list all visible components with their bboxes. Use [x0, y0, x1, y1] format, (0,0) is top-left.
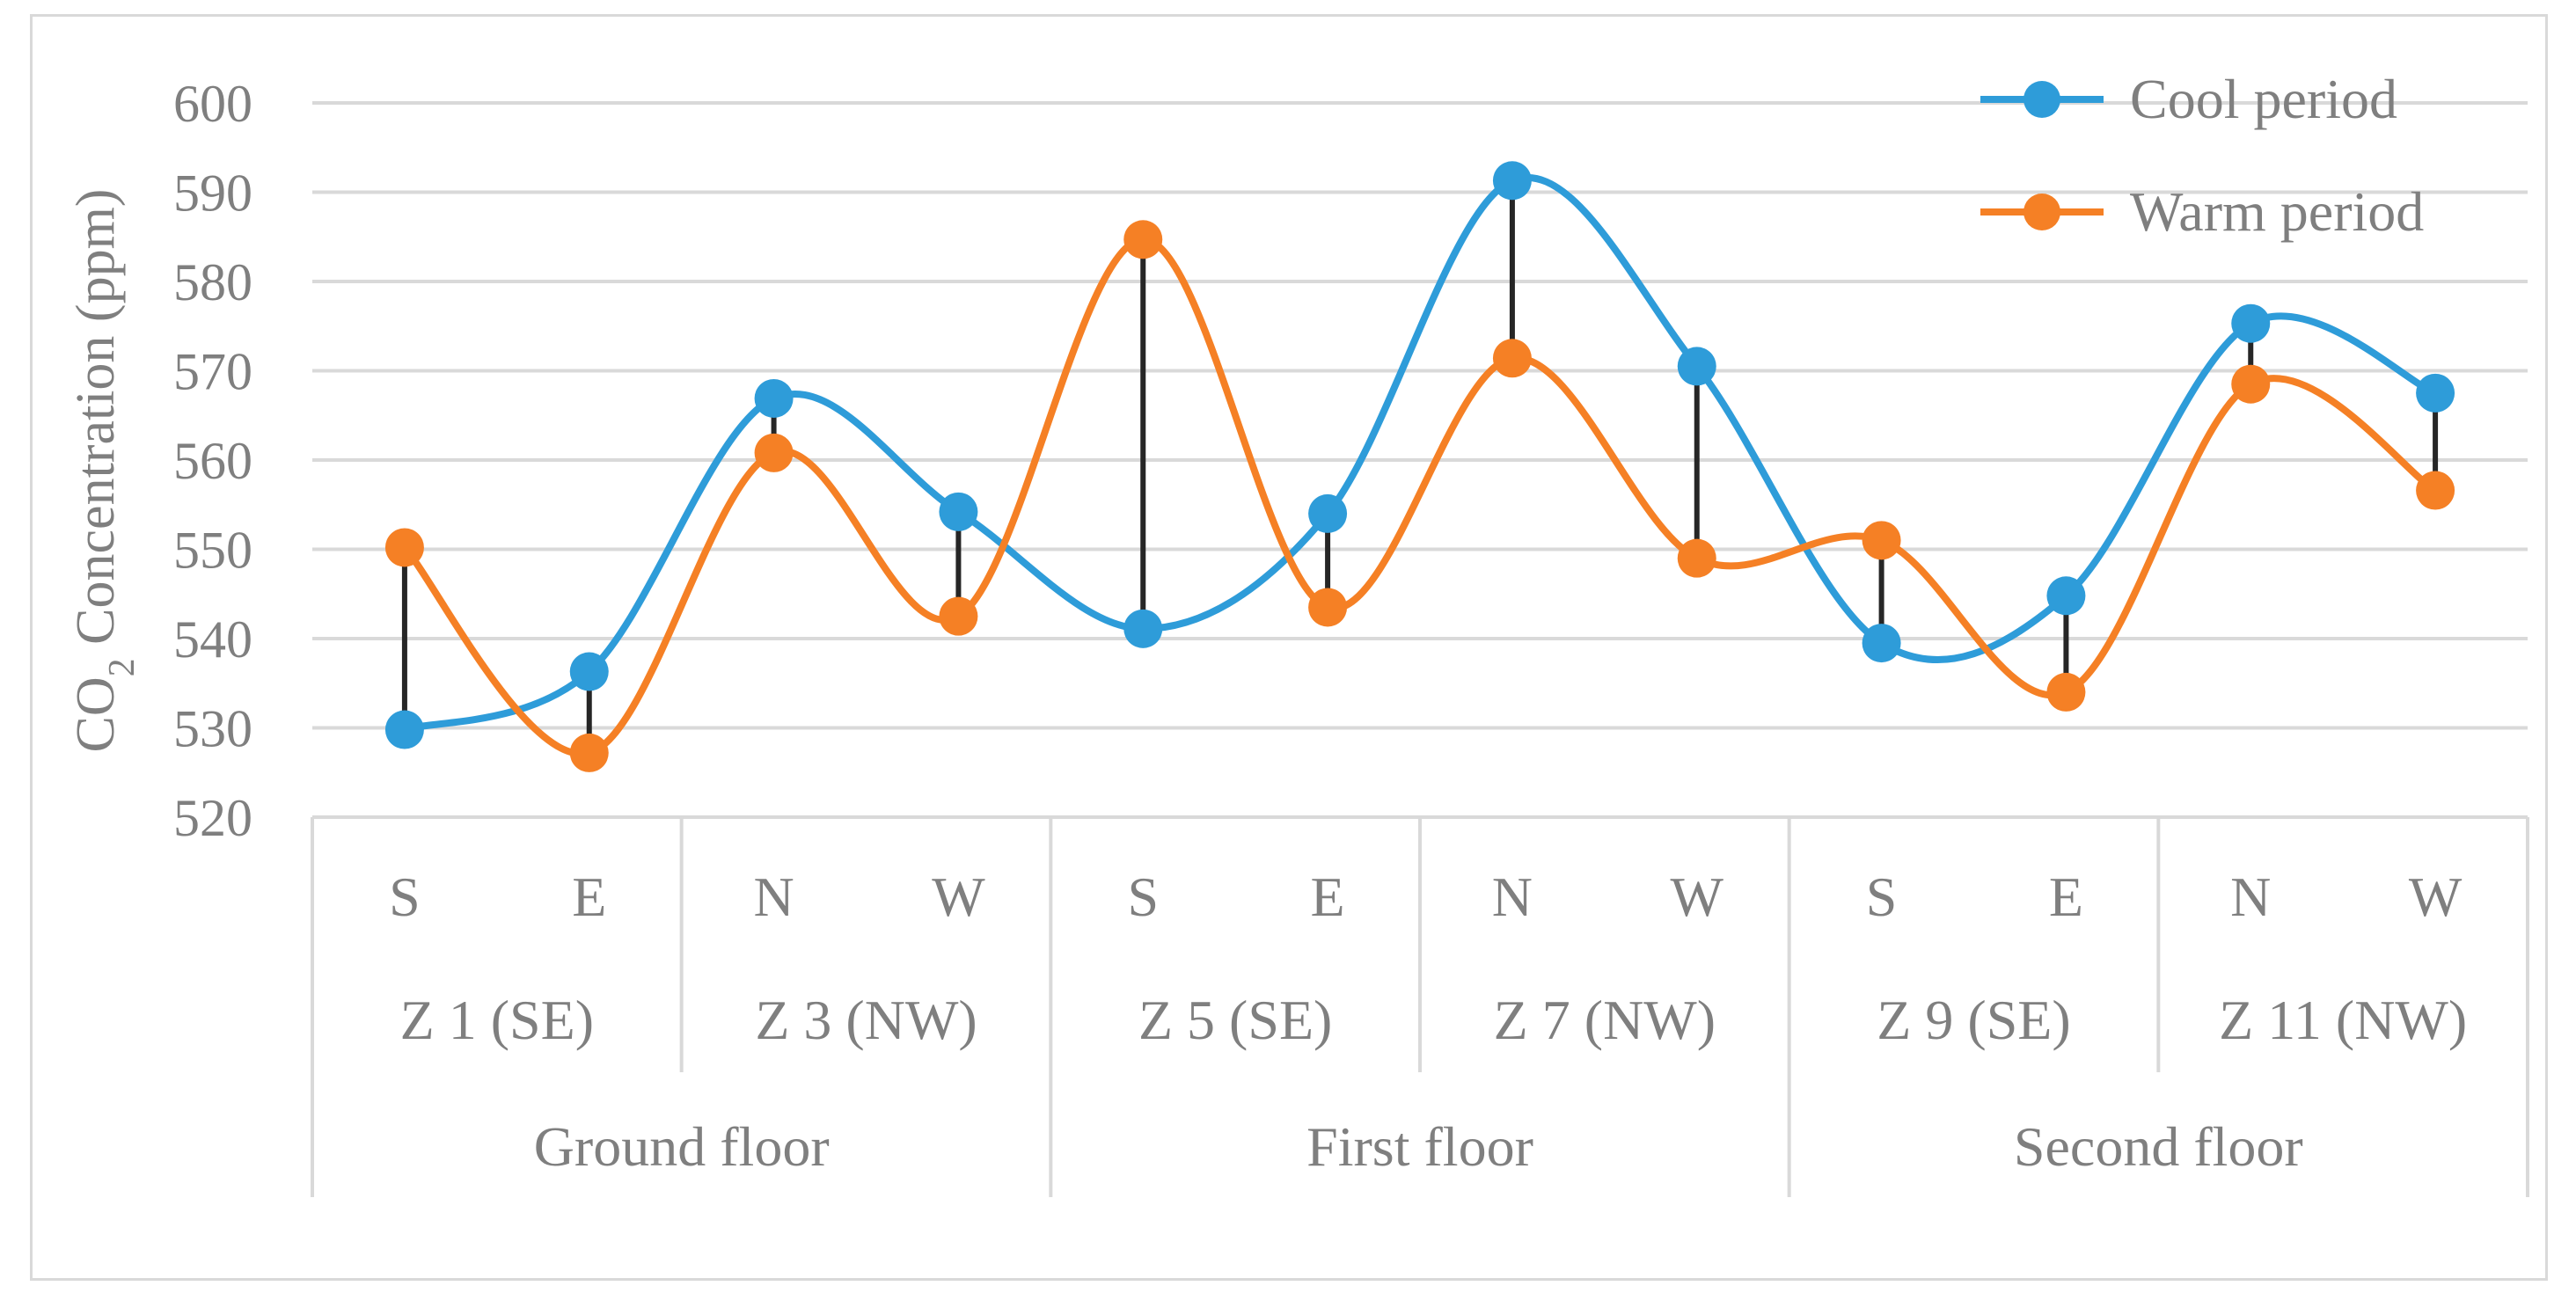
y-tick-label: 530 — [173, 700, 252, 758]
y-tick-label: 590 — [173, 164, 252, 223]
legend-label-warm-period: Warm period — [2130, 180, 2424, 243]
y-axis-ticks: 520 530 540 550 560 570 580 590 600 — [173, 75, 252, 847]
y-tick-label: 540 — [173, 610, 252, 668]
x-zone-label: Z 5 (SE) — [1138, 989, 1332, 1051]
y-tick-label: 570 — [173, 343, 252, 401]
data-point-cool-period — [939, 492, 978, 531]
data-point-warm-period — [2046, 672, 2086, 712]
data-point-warm-period — [1123, 220, 1163, 259]
legend: Cool period Warm period — [1980, 68, 2424, 243]
x-floor-label: First floor — [1306, 1115, 1533, 1178]
gridlines — [312, 101, 2528, 730]
x-floor-label: Second floor — [2014, 1115, 2303, 1178]
y-tick-label: 580 — [173, 253, 252, 311]
data-point-cool-period — [1123, 609, 1163, 648]
series-markers — [384, 161, 2455, 772]
x-category-label: E — [2049, 866, 2083, 928]
y-axis-title: CO2 Concentration (ppm) — [66, 189, 143, 753]
y-tick-label: 520 — [173, 789, 252, 847]
legend-marker-warm-period — [2023, 194, 2060, 230]
x-category-label: S — [1866, 866, 1898, 928]
x-zone-label: Z 7 (NW) — [1494, 989, 1716, 1051]
data-point-cool-period — [2046, 576, 2086, 616]
legend-marker-cool-period — [2023, 81, 2060, 118]
x-zone-label: Z 3 (NW) — [755, 989, 977, 1051]
data-point-warm-period — [2416, 471, 2455, 510]
legend-item-cool-period: Cool period — [1980, 68, 2397, 130]
x-floor-label: Ground floor — [534, 1115, 830, 1178]
series-line-cool-period — [403, 174, 2437, 734]
x-category-label: W — [2409, 866, 2463, 928]
data-point-warm-period — [2231, 364, 2271, 404]
data-point-warm-period — [1308, 588, 1348, 627]
chart-frame: 520 530 540 550 560 570 580 590 600 CO2 Concentr… — [30, 14, 2548, 1281]
x-category-label: W — [932, 866, 985, 928]
y-tick-label: 560 — [173, 432, 252, 490]
data-point-cool-period — [1677, 347, 1716, 386]
x-category-label: W — [1671, 866, 1724, 928]
y-tick-label: 600 — [173, 75, 252, 133]
y-axis-title-subscript: 2 — [102, 658, 143, 676]
chart-canvas: 520 530 540 550 560 570 580 590 600 CO2 Concentr… — [66, 68, 2529, 1197]
y-tick-label: 550 — [173, 522, 252, 580]
x-category-label: S — [389, 866, 421, 928]
data-point-warm-period — [569, 733, 609, 772]
data-point-warm-period — [1862, 521, 1901, 560]
x-category-label: N — [1492, 866, 1533, 928]
data-point-cool-period — [569, 652, 609, 691]
x-category-label: N — [753, 866, 794, 928]
data-point-warm-period — [939, 596, 978, 636]
data-point-cool-period — [1862, 624, 1901, 663]
y-axis-label: CO2 Concentration (ppm) — [66, 189, 143, 753]
data-point-warm-period — [1492, 339, 1532, 378]
x-category-label: E — [572, 866, 606, 928]
difference-bars — [401, 180, 2439, 753]
y-axis-title-rest: Concentration (ppm) — [66, 189, 126, 659]
data-point-cool-period — [2231, 303, 2271, 343]
x-category-label: S — [1127, 866, 1159, 928]
data-point-cool-period — [1492, 161, 1532, 201]
y-axis-title-main: CO — [66, 676, 126, 752]
x-zone-label: Z 11 (NW) — [2219, 989, 2467, 1051]
data-point-cool-period — [384, 710, 424, 749]
data-point-cool-period — [1308, 493, 1348, 533]
data-point-warm-period — [384, 528, 424, 567]
x-category-label: N — [2230, 866, 2271, 928]
data-point-warm-period — [1677, 538, 1716, 578]
x-zone-label: Z 1 (SE) — [400, 989, 594, 1051]
data-point-cool-period — [754, 378, 794, 418]
x-category-label: E — [1311, 866, 1345, 928]
data-point-cool-period — [2416, 373, 2455, 413]
legend-label-cool-period: Cool period — [2130, 68, 2397, 130]
x-zone-label: Z 9 (SE) — [1877, 989, 2070, 1051]
legend-item-warm-period: Warm period — [1980, 180, 2424, 243]
data-point-warm-period — [754, 433, 794, 472]
category-axis: S E N W S E N W S E N W Z 1 (SE) Z 3 (NW) Z 5 (SE) Z 7 … — [311, 815, 2529, 1197]
series-lines — [401, 174, 2438, 757]
